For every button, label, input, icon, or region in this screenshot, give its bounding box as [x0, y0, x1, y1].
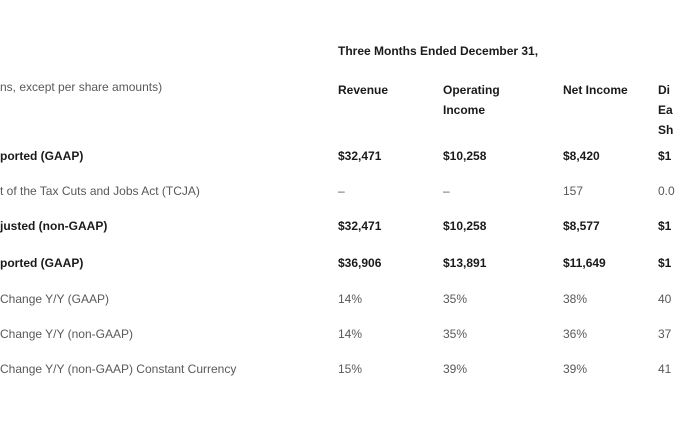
period-header: Three Months Ended December 31, [338, 44, 539, 58]
row-label: t of the Tax Cuts and Jobs Act (TCJA) [0, 184, 200, 198]
operating-income-value: 35% [443, 327, 468, 341]
column-header-line: Income [443, 103, 486, 117]
diluted-eps-value: $1 [658, 149, 672, 163]
revenue-value: $32,471 [338, 149, 382, 163]
diluted-eps-value: 40 [658, 292, 672, 306]
column-header-operating-income: Operating Income [443, 80, 500, 120]
column-header-line: Sh [658, 123, 674, 137]
row-change-yy-non-gaap: Change Y/Y (non-GAAP) 14% 35% 36% 37 [0, 327, 680, 343]
row-change-yy-non-gaap-constant-currency: Change Y/Y (non-GAAP) Constant Currency … [0, 362, 680, 378]
net-income-value: $11,649 [563, 256, 606, 270]
diluted-eps-value: 37 [658, 327, 672, 341]
row-tcja-effect: t of the Tax Cuts and Jobs Act (TCJA) – … [0, 184, 680, 200]
net-income-value: 36% [563, 327, 588, 341]
column-header-revenue: Revenue [338, 83, 389, 97]
diluted-eps-value: 41 [658, 362, 672, 376]
row-label: justed (non-GAAP) [0, 219, 108, 233]
diluted-eps-value: $1 [658, 256, 672, 270]
row-label: Change Y/Y (non-GAAP) [0, 327, 133, 341]
operating-income-value: 39% [443, 362, 468, 376]
row-change-yy-gaap: Change Y/Y (GAAP) 14% 35% 38% 40 [0, 292, 680, 308]
revenue-value: $32,471 [338, 219, 382, 233]
diluted-eps-value: $1 [658, 219, 672, 233]
revenue-value: 15% [338, 362, 363, 376]
revenue-value: $36,906 [338, 256, 382, 270]
net-income-value: $8,577 [563, 219, 600, 233]
operating-income-value: 35% [443, 292, 468, 306]
column-header-net-income: Net Income [563, 83, 628, 97]
net-income-value: 39% [563, 362, 588, 376]
column-header-line: Ea [658, 103, 673, 117]
net-income-value: $8,420 [563, 149, 600, 163]
row-label: ported (GAAP) [0, 256, 84, 270]
row-label: Change Y/Y (GAAP) [0, 292, 109, 306]
units-note: ns, except per share amounts) [0, 80, 163, 94]
net-income-value: 157 [563, 184, 584, 198]
row-adjusted-non-gaap: justed (non-GAAP) $32,471 $10,258 $8,577… [0, 219, 680, 235]
revenue-value: 14% [338, 327, 363, 341]
operating-income-value: $10,258 [443, 219, 487, 233]
row-reported-gaap-prior-year: ported (GAAP) $32,471 $10,258 $8,420 $1 [0, 149, 680, 165]
operating-income-value: $10,258 [443, 149, 487, 163]
row-reported-gaap-current-year: ported (GAAP) $36,906 $13,891 $11,649 $1 [0, 256, 680, 272]
column-header-diluted-eps-clipped: Di Ea Sh [658, 80, 673, 140]
column-header-line: Di [658, 83, 670, 97]
revenue-value: 14% [338, 292, 363, 306]
operating-income-value: – [443, 184, 450, 198]
revenue-value: – [338, 184, 345, 198]
row-label: Change Y/Y (non-GAAP) Constant Currency [0, 362, 237, 376]
diluted-eps-value: 0.0 [658, 184, 675, 198]
column-header-line: Operating [443, 83, 500, 97]
net-income-value: 38% [563, 292, 588, 306]
operating-income-value: $13,891 [443, 256, 487, 270]
row-label: ported (GAAP) [0, 149, 84, 163]
